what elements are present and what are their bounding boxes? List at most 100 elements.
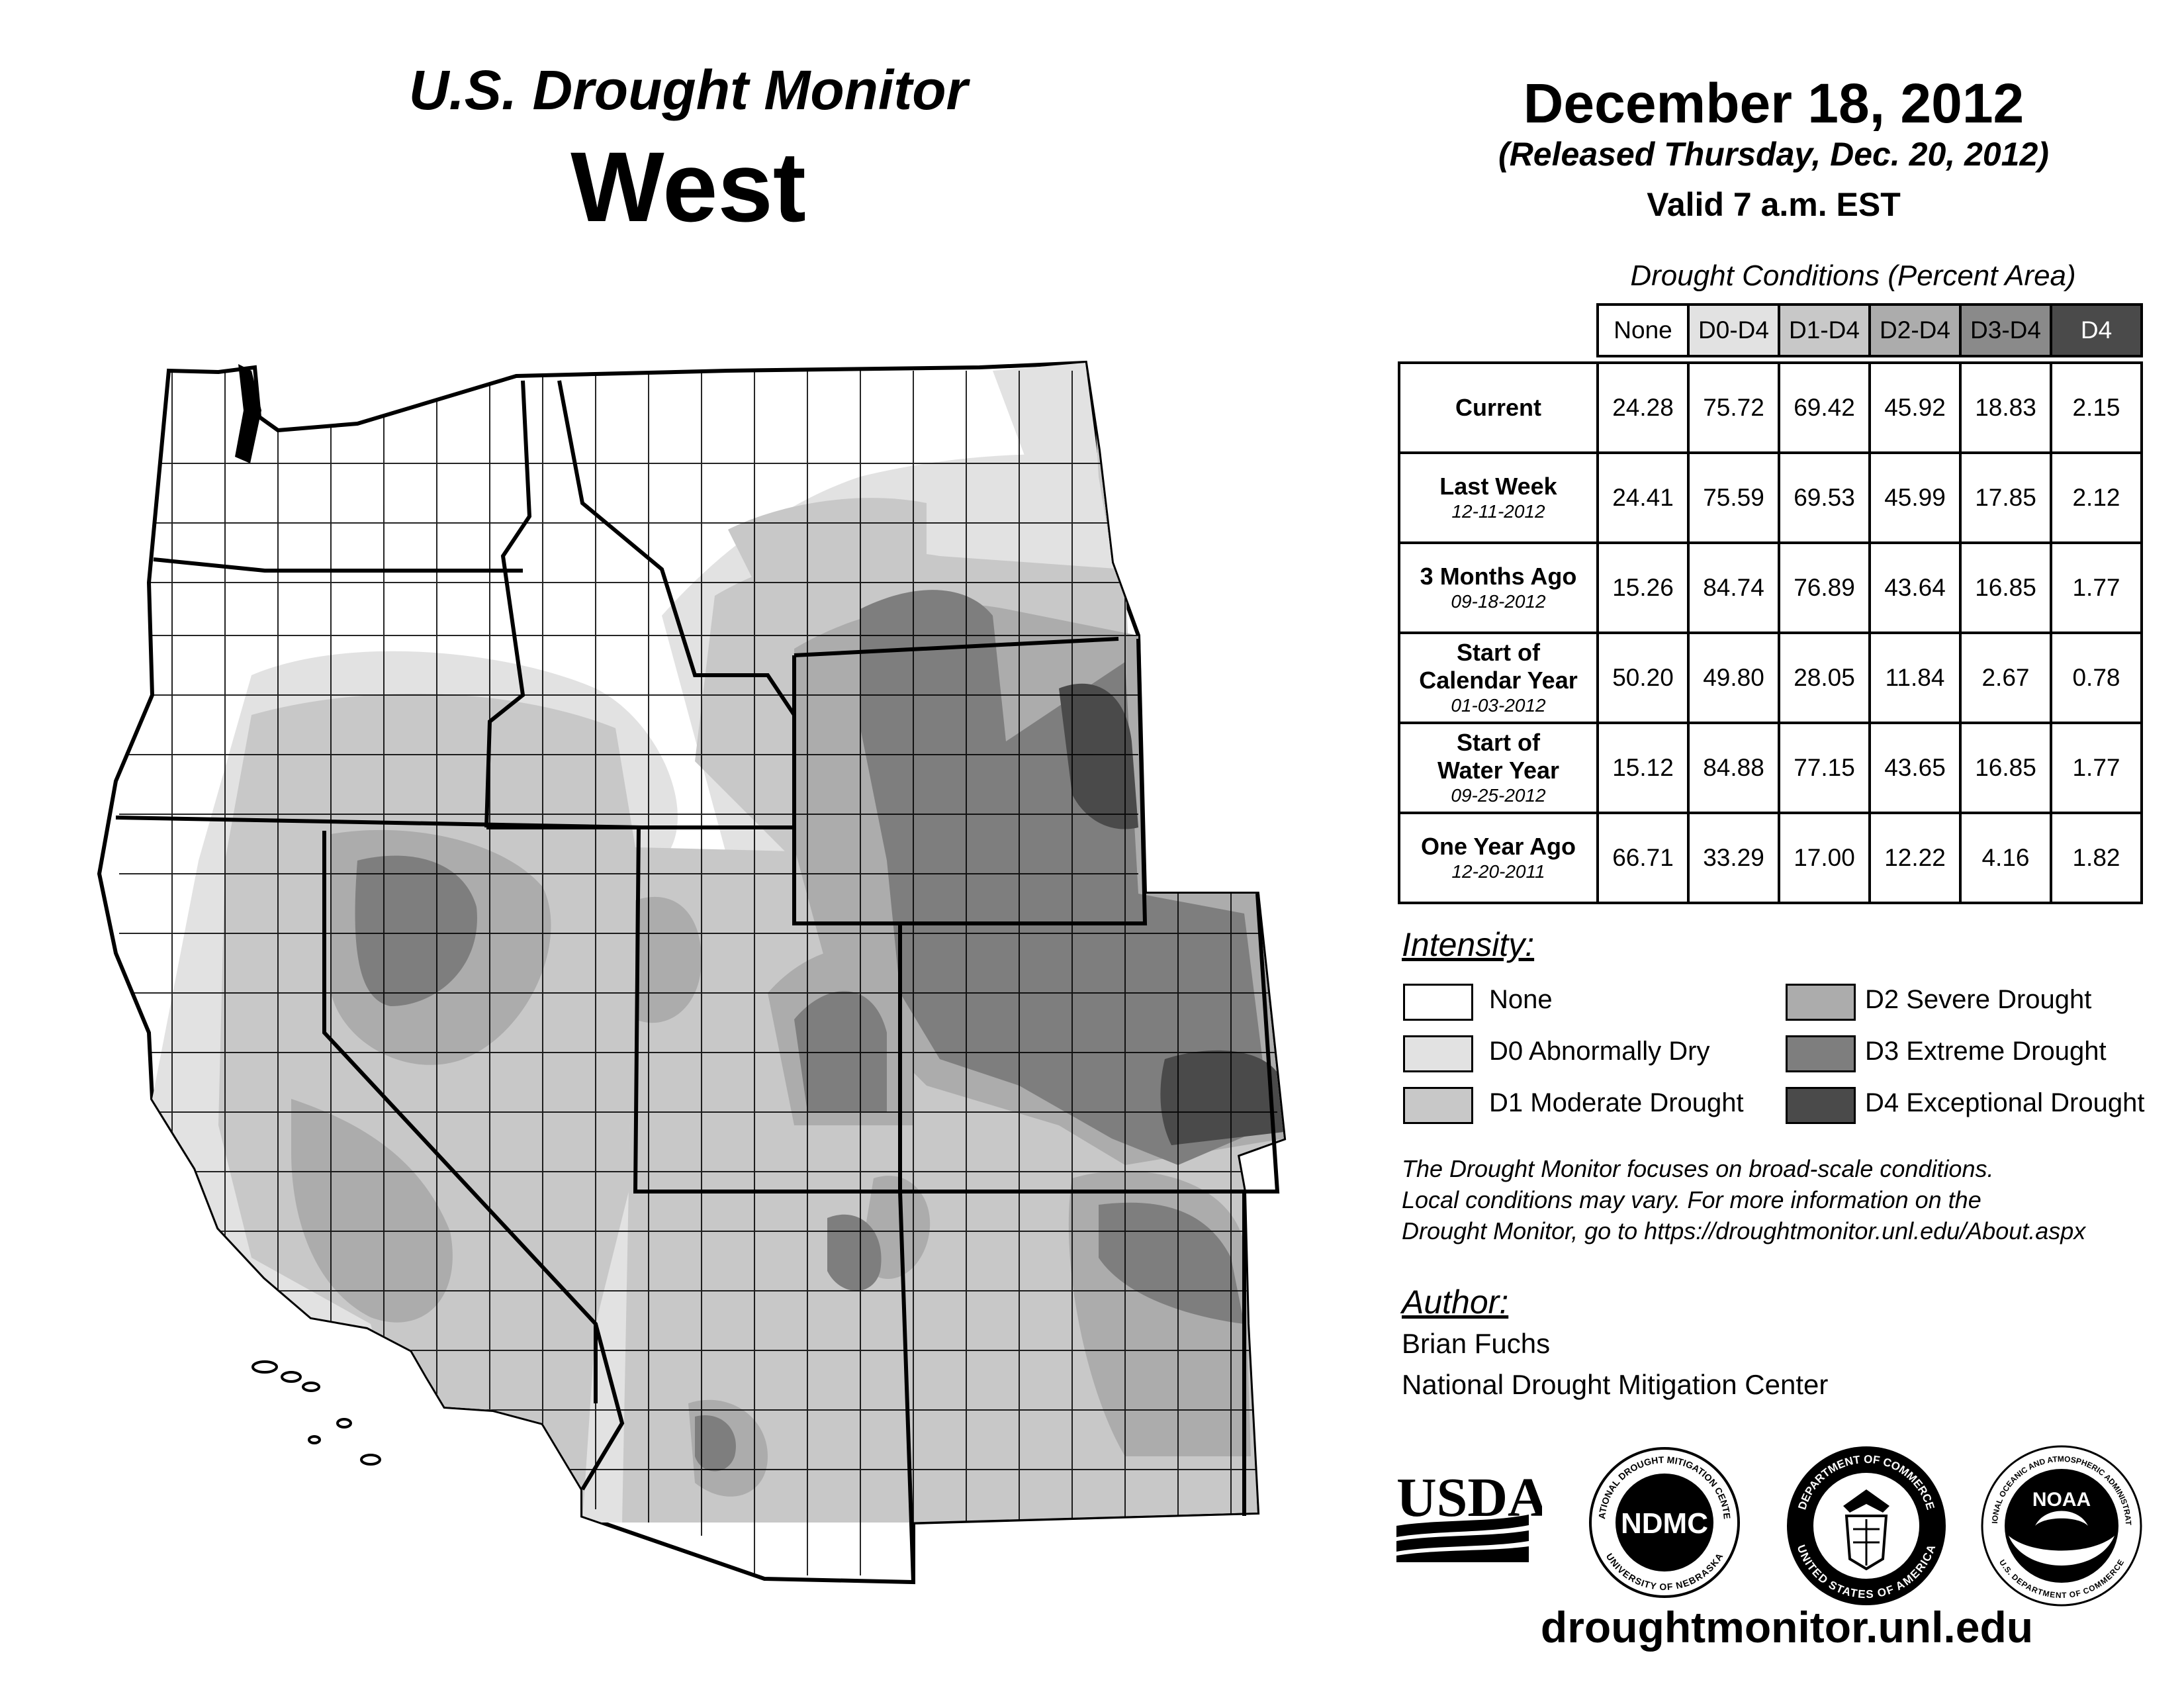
table-cell: 84.74 xyxy=(1687,541,1780,634)
table-row: Current 24.28 75.72 69.42 45.92 18.83 2.15 xyxy=(1398,361,2143,454)
row-date: 12-20-2011 xyxy=(1451,861,1545,882)
commerce-seal: DEPARTMENT OF COMMERCE UNITED STATES OF … xyxy=(1787,1446,1946,1605)
table-row: One Year Ago 12-20-2011 66.71 33.29 17.00 12.… xyxy=(1398,812,2143,904)
row-label-text: Current xyxy=(1455,394,1541,421)
note-line: Drought Monitor, go to https://droughtmo… xyxy=(1402,1217,2086,1244)
map-title: U.S. Drought Monitor xyxy=(408,59,968,121)
author-heading: Author: xyxy=(1402,1284,1509,1321)
row-label: 3 Months Ago 09-18-2012 xyxy=(1398,541,1599,634)
table-cell: 15.26 xyxy=(1596,541,1690,634)
table-cell: 1.77 xyxy=(2050,541,2143,634)
table-cell: 66.71 xyxy=(1596,812,1690,904)
col-header: None xyxy=(1596,303,1690,357)
ndmc-logo: NATIONAL DROUGHT MITIGATION CENTER UNIVE… xyxy=(1585,1443,1740,1598)
row-label-text: Last Week xyxy=(1439,473,1557,500)
region-title: West xyxy=(570,131,806,242)
table-row: 3 Months Ago 09-18-2012 15.26 84.74 76.89 43.… xyxy=(1398,541,2143,634)
table-cell: 15.12 xyxy=(1596,722,1690,814)
table-cell: 24.28 xyxy=(1596,361,1690,454)
col-header: D0-D4 xyxy=(1687,303,1780,357)
table-corner xyxy=(1399,305,1598,356)
usda-logo: USDA xyxy=(1396,1467,1542,1562)
noaa-logo-text: NOAA xyxy=(2032,1489,2091,1511)
author-organization: National Drought Mitigation Center xyxy=(1402,1369,1829,1400)
table-cell: 43.65 xyxy=(1868,722,1962,814)
legend-label-d1: D1 Moderate Drought xyxy=(1489,1088,1744,1117)
legend-label-d3: D3 Extreme Drought xyxy=(1865,1037,2107,1066)
table-cell: 1.77 xyxy=(2050,722,2143,814)
row-label-text: 3 Months Ago xyxy=(1420,563,1577,590)
legend-swatch-d3 xyxy=(1786,1035,1856,1072)
author-name: Brian Fuchs xyxy=(1402,1328,1551,1359)
col-header: D1-D4 xyxy=(1778,303,1871,357)
col-header: D2-D4 xyxy=(1868,303,1962,357)
table-cell: 0.78 xyxy=(2050,632,2143,724)
table-cell: 16.85 xyxy=(1959,541,2052,634)
row-date: 09-18-2012 xyxy=(1451,591,1546,612)
website-url[interactable]: droughtmonitor.unl.edu xyxy=(1540,1603,2034,1652)
county-lines xyxy=(119,371,1277,1582)
table-cell: 16.85 xyxy=(1959,722,2052,814)
row-label-text: Start of Calendar Year xyxy=(1419,639,1578,694)
table-cell: 12.22 xyxy=(1868,812,1962,904)
legend-swatch-d2 xyxy=(1786,984,1856,1021)
table-cell: 28.05 xyxy=(1778,632,1871,724)
row-label-text: Start of Water Year xyxy=(1437,729,1560,784)
d4-areas xyxy=(1059,683,1284,1145)
row-label: Start of Calendar Year 01-03-2012 xyxy=(1398,632,1599,724)
table-row: Last Week 12-11-2012 24.41 75.59 69.53 45.99 1… xyxy=(1398,451,2143,544)
legend-label-d2: D2 Severe Drought xyxy=(1865,985,2092,1014)
table-cell: 75.72 xyxy=(1687,361,1780,454)
table-caption: Drought Conditions (Percent Area) xyxy=(1630,259,2076,292)
legend-label-d4: D4 Exceptional Drought xyxy=(1865,1088,2145,1117)
drought-conditions-table: None D0-D4 D1-D4 D2-D4 D3-D4 D4 Current 2… xyxy=(1398,303,2143,904)
table-cell: 69.53 xyxy=(1778,451,1871,544)
legend-swatch-d1 xyxy=(1403,1087,1473,1124)
map-date: December 18, 2012 xyxy=(1523,72,2025,134)
row-date: 12-11-2012 xyxy=(1451,501,1545,522)
legend-swatch-none xyxy=(1403,984,1473,1021)
row-label-text: One Year Ago xyxy=(1420,833,1576,860)
table-cell: 84.88 xyxy=(1687,722,1780,814)
legend-swatch-d4 xyxy=(1786,1087,1856,1124)
table-cell: 43.64 xyxy=(1868,541,1962,634)
note-line: Local conditions may vary. For more info… xyxy=(1402,1186,1981,1213)
col-header: D4 xyxy=(2050,303,2143,357)
table-cell: 1.82 xyxy=(2050,812,2143,904)
table-cell: 2.15 xyxy=(2050,361,2143,454)
table-cell: 49.80 xyxy=(1687,632,1780,724)
table-cell: 45.92 xyxy=(1868,361,1962,454)
legend-swatch-d0 xyxy=(1403,1035,1473,1072)
legend-heading: Intensity: xyxy=(1402,926,1535,963)
table-cell: 18.83 xyxy=(1959,361,2052,454)
table-cell: 33.29 xyxy=(1687,812,1780,904)
channel-islands xyxy=(251,1360,381,1466)
drought-map xyxy=(97,360,1287,1585)
d3-areas xyxy=(355,590,1271,1472)
release-date: (Released Thursday, Dec. 20, 2012) xyxy=(1498,136,2049,173)
state-borders xyxy=(115,380,1280,1583)
table-row: Start of Water Year 09-25-2012 15.12 84.88 77… xyxy=(1398,722,2143,814)
note-line: The Drought Monitor focuses on broad-sca… xyxy=(1402,1155,1994,1182)
valid-time: Valid 7 a.m. EST xyxy=(1647,186,1901,223)
row-label: Current xyxy=(1398,361,1599,454)
ndmc-logo-text: NDMC xyxy=(1621,1507,1708,1540)
disclaimer-note: The Drought Monitor focuses on broad-sca… xyxy=(1402,1153,2169,1246)
table-cell: 17.00 xyxy=(1778,812,1871,904)
table-cell: 17.85 xyxy=(1959,451,2052,544)
table-cell: 4.16 xyxy=(1959,812,2052,904)
table-cell: 77.15 xyxy=(1778,722,1871,814)
table-cell: 75.59 xyxy=(1687,451,1780,544)
table-cell: 11.84 xyxy=(1868,632,1962,724)
puget-sound xyxy=(235,364,261,463)
row-label: Last Week 12-11-2012 xyxy=(1398,451,1599,544)
row-date: 01-03-2012 xyxy=(1451,695,1546,716)
table-cell: 2.12 xyxy=(2050,451,2143,544)
table-spacer xyxy=(1399,356,2142,363)
legend-label-none: None xyxy=(1489,985,1553,1014)
row-label: Start of Water Year 09-25-2012 xyxy=(1398,722,1599,814)
legend-label-d0: D0 Abnormally Dry xyxy=(1489,1037,1710,1066)
table-cell: 50.20 xyxy=(1596,632,1690,724)
table-row: Start of Calendar Year 01-03-2012 50.20 49.8… xyxy=(1398,632,2143,724)
table-cell: 24.41 xyxy=(1596,451,1690,544)
